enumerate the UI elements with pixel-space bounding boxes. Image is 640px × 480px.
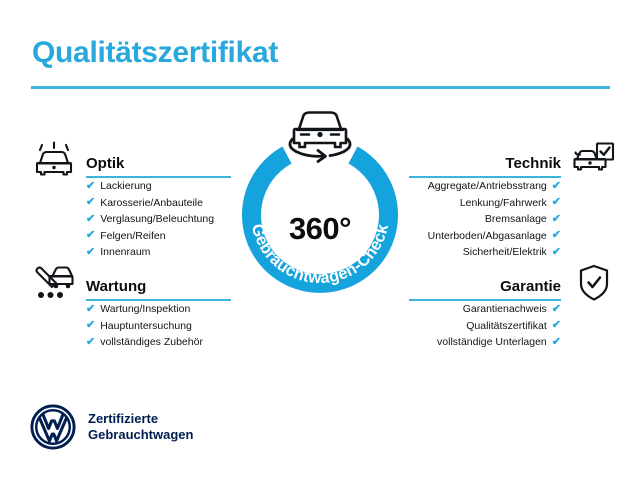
list-item: Qualitätszertifikat ✔ (409, 318, 561, 335)
list-item: ✔ Karosserie/Anbauteile (86, 195, 231, 212)
list-item: ✔ Felgen/Reifen (86, 228, 231, 245)
check-icon: ✔ (86, 212, 96, 225)
list-item-label: Verglasung/Beleuchtung (100, 213, 215, 225)
list-item: vollständige Unterlagen ✔ (409, 334, 561, 351)
check-icon: ✔ (86, 179, 96, 192)
list-item-label: Qualitätszertifikat (466, 319, 547, 332)
section-optik-list: ✔ Lackierung ✔ Karosserie/Anbauteile ✔ V… (86, 178, 231, 261)
list-item: ✔ Wartung/Inspektion (86, 301, 231, 318)
list-item-label: Garantienachweis (462, 303, 547, 315)
page-title: Qualitätszertifikat (32, 36, 279, 69)
list-item: ✔ vollständiges Zubehör (86, 334, 231, 351)
section-optik: Optik ✔ Lackierung ✔ Karosserie/Anbautei… (35, 141, 231, 261)
list-item: ✔ Innenraum (86, 244, 231, 261)
list-item-label: Aggregate/Antriebsstrang (427, 180, 547, 192)
section-technik: Technik Aggregate/Antriebsstrang ✔ Lenku… (409, 142, 615, 261)
section-wartung-list: ✔ Wartung/Inspektion ✔ Hauptuntersuchung… (86, 301, 231, 351)
badge-360-gebrauchtwagen-check: Gebrauchtwagen-Check 360° (231, 111, 409, 303)
list-item-label: Lackierung (100, 180, 152, 192)
list-item: ✔ Lackierung (86, 178, 231, 195)
check-icon: ✔ (551, 335, 561, 348)
wrench-car-icon (31, 263, 77, 303)
list-item: Garantienachweis ✔ (409, 301, 561, 318)
list-item: Bremsanlage ✔ (409, 211, 561, 228)
list-item-label: vollständige Unterlagen (437, 336, 547, 348)
check-icon: ✔ (86, 196, 96, 209)
section-wartung-underline (86, 299, 231, 301)
list-item-label: Unterboden/Abgasanlage (427, 229, 547, 242)
check-icon: ✔ (86, 229, 96, 242)
check-icon: ✔ (86, 319, 96, 332)
list-item-label: Bremsanlage (484, 213, 547, 225)
section-technik-header: Technik (409, 142, 615, 178)
section-technik-list: Aggregate/Antriebsstrang ✔ Lenkung/Fahrw… (409, 178, 561, 261)
section-garantie-underline (409, 299, 561, 301)
check-icon: ✔ (551, 229, 561, 242)
section-garantie: Garantie Garantienachweis ✔ Qualitätszer… (409, 264, 609, 351)
list-item: Lenkung/Fahrwerk ✔ (409, 195, 561, 212)
section-optik-header: Optik (35, 141, 231, 178)
section-garantie-list: Garantienachweis ✔ Qualitätszertifikat ✔… (409, 301, 561, 351)
footer-brand-text: Zertifizierte Gebrauchtwagen (88, 411, 193, 443)
list-item-label: Sicherheit/Elektrik (462, 246, 547, 258)
section-wartung-title: Wartung (86, 278, 147, 295)
check-icon: ✔ (551, 196, 561, 209)
section-optik-underline (86, 176, 231, 178)
volkswagen-logo (30, 404, 76, 450)
shield-check-icon (571, 263, 617, 303)
list-item: ✔ Verglasung/Beleuchtung (86, 211, 231, 228)
list-item-label: Felgen/Reifen (100, 229, 166, 242)
footer-line-1: Zertifizierte (88, 411, 159, 426)
badge-ring: Gebrauchtwagen-Check (242, 146, 398, 293)
check-icon: ✔ (86, 245, 96, 258)
footer-brand: Zertifizierte Gebrauchtwagen (30, 404, 193, 450)
section-optik-title: Optik (86, 155, 125, 172)
section-garantie-title: Garantie (500, 278, 561, 295)
section-wartung-header: Wartung (35, 266, 231, 301)
check-icon: ✔ (551, 319, 561, 332)
section-technik-title: Technik (505, 155, 561, 172)
list-item-label: Hauptuntersuchung (100, 319, 192, 332)
check-icon: ✔ (551, 302, 561, 315)
check-icon: ✔ (86, 302, 96, 315)
section-garantie-header: Garantie (409, 264, 609, 301)
check-icon: ✔ (551, 179, 561, 192)
check-icon: ✔ (551, 245, 561, 258)
title-divider (31, 86, 610, 89)
list-item-label: Wartung/Inspektion (100, 303, 191, 315)
check-icon: ✔ (551, 212, 561, 225)
list-item-label: Innenraum (100, 246, 151, 258)
car-checkbox-icon (571, 140, 617, 180)
list-item-label: Karosserie/Anbauteile (100, 196, 203, 209)
car-shine-icon (31, 140, 77, 180)
list-item: ✔ Hauptuntersuchung (86, 318, 231, 335)
car-rotation-icon (282, 103, 358, 165)
check-icon: ✔ (86, 335, 96, 348)
list-item-label: vollständiges Zubehör (100, 336, 203, 348)
footer-line-2: Gebrauchtwagen (88, 427, 194, 442)
section-technik-underline (409, 176, 561, 178)
list-item-label: Lenkung/Fahrwerk (459, 196, 547, 209)
list-item: Aggregate/Antriebsstrang ✔ (409, 178, 561, 195)
badge-degrees-label: 360° (288, 211, 352, 246)
section-wartung: Wartung ✔ Wartung/Inspektion ✔ Hauptunte… (35, 266, 231, 351)
list-item: Unterboden/Abgasanlage ✔ (409, 228, 561, 245)
list-item: Sicherheit/Elektrik ✔ (409, 244, 561, 261)
